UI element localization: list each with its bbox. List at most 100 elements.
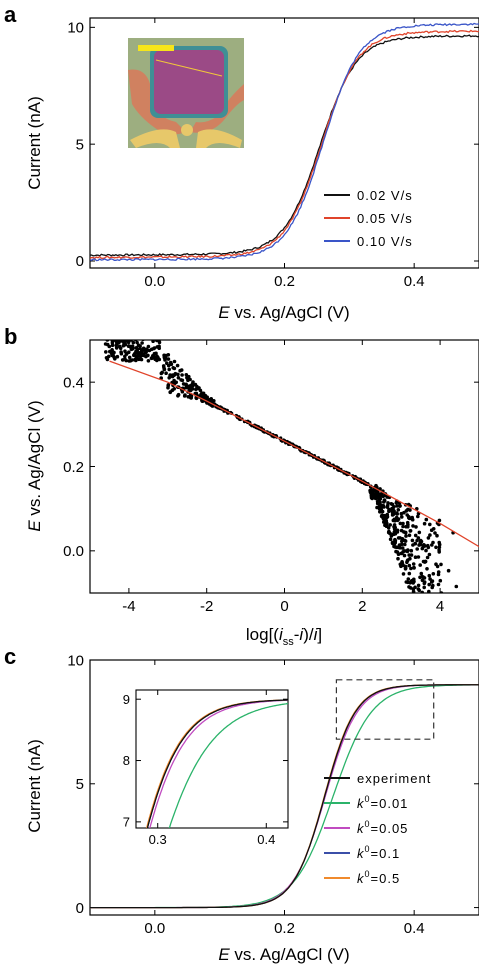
scatter-point <box>110 348 114 352</box>
scatter-point <box>396 517 401 521</box>
legend-a-label-0: 0.02 V/s <box>357 188 413 203</box>
scatter-point <box>104 356 109 360</box>
scatter-point <box>166 363 171 368</box>
panel-b-ytick-label: 0.0 <box>63 543 84 560</box>
scatter-point <box>442 617 446 621</box>
scatter-point <box>415 601 419 605</box>
scatter-point <box>152 351 157 356</box>
scatter-point <box>116 340 120 344</box>
scatter-point <box>420 595 424 599</box>
panel-a-series-1 <box>90 29 479 260</box>
scatter-point <box>421 544 426 549</box>
scatter-point <box>127 335 131 339</box>
scatter-point <box>124 334 128 338</box>
scatter-point <box>416 514 420 519</box>
panel-a-xlabel: E vs. Ag/AgCl (V) <box>218 303 349 322</box>
panel-b: b -4 -2 0 2 4 0.0 0.2 0.4 log[(iss-i)/i] E vs. … <box>4 324 479 648</box>
scatter-point <box>139 335 143 339</box>
inset-xtick-label: 0.3 <box>149 832 167 847</box>
scatter-point <box>146 344 151 349</box>
scatter-point <box>151 340 155 343</box>
scatter-point <box>157 344 161 349</box>
panel-b-ylabel: E vs. Ag/AgCl (V) <box>25 400 44 531</box>
scatter-point <box>119 351 124 356</box>
scatter-point <box>427 573 432 578</box>
scatter-point <box>401 550 405 554</box>
scatter-point <box>425 630 429 634</box>
scatter-point <box>438 578 443 583</box>
scatter-point <box>155 358 159 363</box>
scatter-point <box>394 549 398 554</box>
scatter-point <box>393 532 398 536</box>
scatter-point <box>411 562 416 566</box>
scatter-point <box>413 555 418 559</box>
scatter-point <box>124 335 128 339</box>
scatter-point <box>414 595 418 599</box>
panel-a-xtick-label: 0.0 <box>144 273 165 290</box>
legend-c-label-1: k0=0.01 <box>357 794 408 811</box>
panel-c-xtick-label: 0.4 <box>404 920 425 937</box>
scatter-point <box>111 340 116 343</box>
scatter-point <box>437 628 441 632</box>
panel-c-series-0 <box>90 684 479 909</box>
scatter-point <box>425 555 430 560</box>
scatter-point <box>140 341 144 345</box>
scatter-point <box>427 582 432 587</box>
scatter-point <box>176 376 181 380</box>
panel-b-scatter <box>103 334 459 645</box>
scatter-point <box>105 340 110 342</box>
scatter-point <box>425 617 429 621</box>
scatter-point <box>414 597 418 601</box>
scatter-point <box>435 623 439 627</box>
scatter-point <box>444 639 448 643</box>
inset-xtick-label: 0.4 <box>257 832 275 847</box>
scatter-point <box>429 597 433 601</box>
scatter-point <box>398 521 403 526</box>
scatter-point <box>162 355 167 359</box>
scatter-point <box>432 597 436 601</box>
fit-line <box>109 360 479 548</box>
scatter-point <box>168 390 172 395</box>
scatter-point <box>399 528 404 533</box>
scatter-point <box>418 538 423 543</box>
panel-a-ylabel: Current (nA) <box>25 96 44 190</box>
legend-c-label-3: k0=0.1 <box>357 844 400 861</box>
scatter-point <box>133 352 137 357</box>
scatter-point <box>406 580 410 585</box>
scatter-point <box>396 536 401 540</box>
scatter-point <box>174 380 178 385</box>
scatter-point <box>436 570 441 574</box>
panel-c-xtick-label: 0.2 <box>274 920 295 937</box>
scatter-point <box>416 536 421 540</box>
panel-c: c 0.0 0.2 0.4 0 5 10 0.3 0.4 7 8 9 experiment k0=… <box>4 644 479 964</box>
scatter-point <box>384 521 388 526</box>
panel-a-ytick-label: 0 <box>76 253 84 270</box>
panel-a-ticks: 0.0 0.2 0.4 0 5 10 <box>67 18 479 290</box>
scatter-point <box>392 525 396 529</box>
scatter-point <box>169 362 174 367</box>
scatter-point <box>149 347 154 352</box>
scatter-point <box>404 534 408 538</box>
scatter-point <box>426 596 430 600</box>
scatter-point <box>398 546 402 550</box>
scatter-point <box>427 605 431 609</box>
scatter-point <box>422 585 427 590</box>
device-micrograph <box>128 38 244 148</box>
panel-b-xtick-label: 0 <box>280 598 288 615</box>
scatter-point <box>175 363 180 368</box>
scatter-point <box>438 625 442 629</box>
scatter-point <box>167 376 171 380</box>
panel-a-xtick-label: 0.4 <box>404 273 425 290</box>
scatter-point <box>423 619 427 623</box>
scatter-point <box>191 380 195 384</box>
scatter-point <box>160 370 164 375</box>
scatter-point <box>404 524 409 529</box>
scatter-point <box>438 638 442 642</box>
scatter-point <box>385 503 390 508</box>
scatter-point <box>141 340 145 342</box>
scatter-point <box>450 641 454 645</box>
scatter-point <box>421 609 425 613</box>
scatter-point <box>448 625 452 629</box>
scatter-point <box>434 622 438 626</box>
scatter-point <box>422 521 427 526</box>
